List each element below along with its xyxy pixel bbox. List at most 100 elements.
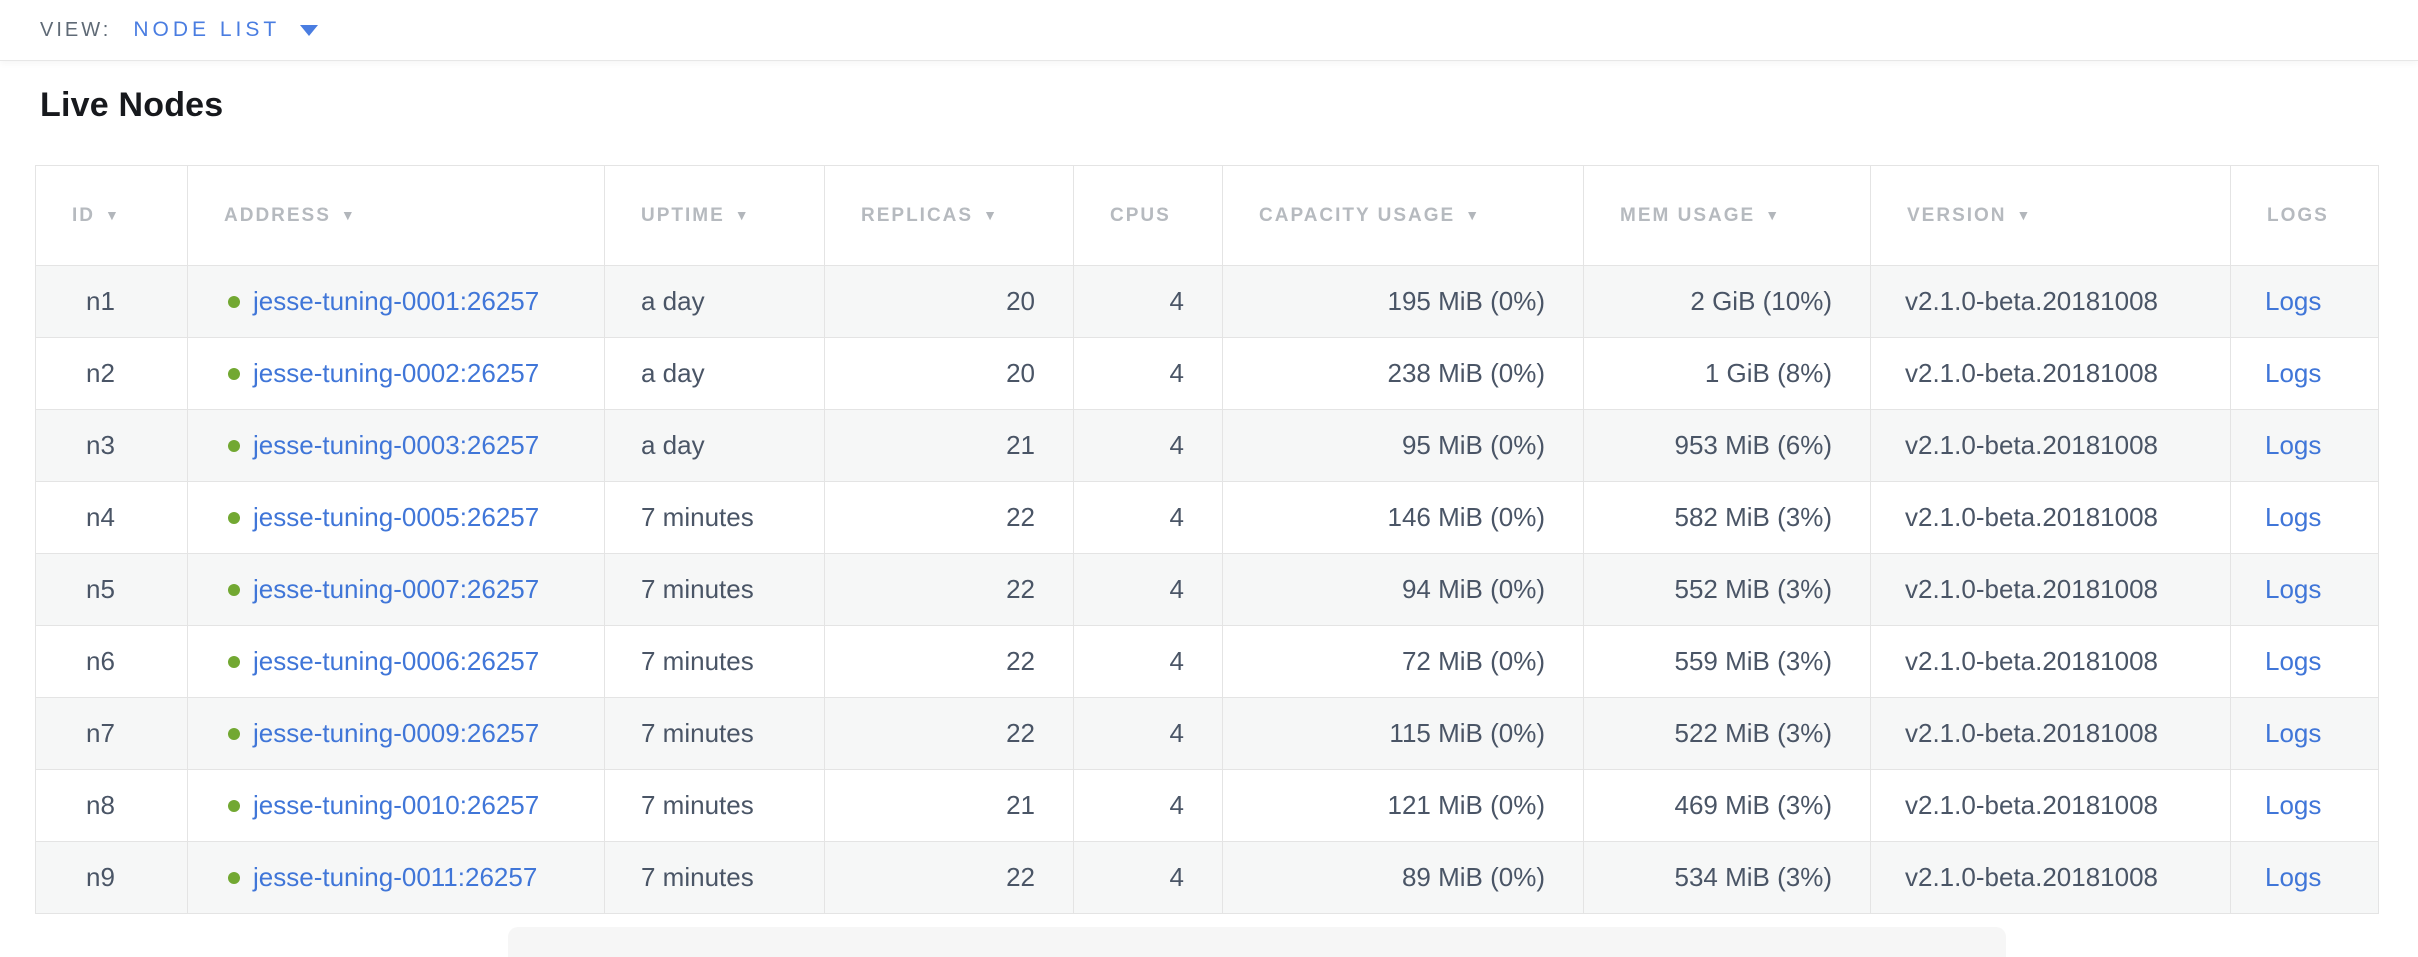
logs-link[interactable]: Logs [2265, 286, 2322, 316]
cell-text: n1 [86, 286, 115, 316]
table-row: n5 jesse-tuning-0007:26257 7 minutes 22 4 94 … [35, 553, 2379, 626]
column-header-address[interactable]: ADDRESS ▼ [187, 165, 605, 266]
column-header-label: UPTIME [641, 204, 725, 226]
node-live-status-icon [228, 728, 240, 740]
cell-capacity: 238 MiB (0%) [1222, 337, 1584, 410]
cell-text: 7 minutes [641, 862, 754, 892]
cell-logs: Logs [2230, 553, 2379, 626]
node-address-link[interactable]: jesse-tuning-0002:26257 [253, 358, 540, 388]
column-header-version[interactable]: VERSION ▼ [1870, 165, 2231, 266]
cell-mem: 552 MiB (3%) [1583, 553, 1871, 626]
node-address-link[interactable]: jesse-tuning-0011:26257 [253, 862, 538, 892]
view-selector-dropdown[interactable]: NODE LIST [133, 18, 319, 42]
page-title: Live Nodes [40, 86, 224, 124]
cell-uptime: a day [604, 409, 825, 482]
node-address-link[interactable]: jesse-tuning-0003:26257 [253, 430, 540, 460]
logs-link[interactable]: Logs [2265, 790, 2322, 820]
cell-text: 953 MiB (6%) [1674, 430, 1833, 460]
column-header-uptime[interactable]: UPTIME ▼ [604, 165, 825, 266]
cell-uptime: 7 minutes [604, 625, 825, 698]
table-row: n4 jesse-tuning-0005:26257 7 minutes 22 4 146… [35, 481, 2379, 554]
cell-id: n4 [35, 481, 188, 554]
cell-text: 22 [1006, 574, 1035, 604]
column-header-label: ID [72, 204, 95, 226]
cell-text: 146 MiB (0%) [1387, 502, 1546, 532]
cell-text: 21 [1006, 430, 1035, 460]
cell-text: 552 MiB (3%) [1674, 574, 1833, 604]
table-row: n9 jesse-tuning-0011:26257 7 minutes 22 4 89 … [35, 841, 2379, 914]
column-header-label: MEM USAGE [1620, 204, 1756, 226]
cell-version: v2.1.0-beta.20181008 [1870, 553, 2231, 626]
cell-version: v2.1.0-beta.20181008 [1870, 481, 2231, 554]
cell-id: n8 [35, 769, 188, 842]
logs-link[interactable]: Logs [2265, 574, 2322, 604]
cell-uptime: 7 minutes [604, 697, 825, 770]
table-row: n1 jesse-tuning-0001:26257 a day 20 4 195 MiB… [35, 265, 2379, 338]
cell-text: 7 minutes [641, 718, 754, 748]
node-live-status-icon [228, 872, 240, 884]
cell-logs: Logs [2230, 265, 2379, 338]
cell-mem: 522 MiB (3%) [1583, 697, 1871, 770]
table-row: n7 jesse-tuning-0009:26257 7 minutes 22 4 115… [35, 697, 2379, 770]
logs-link[interactable]: Logs [2265, 862, 2322, 892]
cell-logs: Logs [2230, 409, 2379, 482]
chevron-down-icon [300, 24, 319, 36]
cell-mem: 469 MiB (3%) [1583, 769, 1871, 842]
logs-link[interactable]: Logs [2265, 646, 2322, 676]
sort-desc-icon: ▼ [340, 206, 357, 223]
cell-text: 22 [1006, 646, 1035, 676]
cell-text: a day [641, 358, 705, 388]
cell-text: 195 MiB (0%) [1387, 286, 1546, 316]
cell-text: 4 [1169, 502, 1184, 532]
column-header-id[interactable]: ID ▼ [35, 165, 188, 266]
cell-version: v2.1.0-beta.20181008 [1870, 697, 2231, 770]
logs-link[interactable]: Logs [2265, 358, 2322, 388]
node-address-link[interactable]: jesse-tuning-0006:26257 [253, 646, 540, 676]
cell-replicas: 22 [824, 697, 1074, 770]
column-header-capacity-usage[interactable]: CAPACITY USAGE ▼ [1222, 165, 1584, 266]
node-address-link[interactable]: jesse-tuning-0009:26257 [253, 718, 540, 748]
cell-text: n7 [86, 718, 115, 748]
cell-address: jesse-tuning-0005:26257 [187, 481, 605, 554]
cell-capacity: 95 MiB (0%) [1222, 409, 1584, 482]
cell-cpus: 4 [1073, 553, 1223, 626]
cell-text: 95 MiB (0%) [1401, 430, 1545, 460]
cell-text: 7 minutes [641, 502, 754, 532]
cell-text: 582 MiB (3%) [1674, 502, 1833, 532]
cell-text: 2 GiB (10%) [1690, 286, 1832, 316]
cell-address: jesse-tuning-0010:26257 [187, 769, 605, 842]
node-address-link[interactable]: jesse-tuning-0010:26257 [253, 790, 540, 820]
column-header-mem-usage[interactable]: MEM USAGE ▼ [1583, 165, 1871, 266]
column-header-label: VERSION [1907, 204, 2007, 226]
view-bar: VIEW: NODE LIST [0, 0, 2418, 61]
cell-text: 22 [1006, 862, 1035, 892]
sort-desc-icon: ▼ [105, 206, 121, 223]
cell-text: 534 MiB (3%) [1674, 862, 1833, 892]
column-header-replicas[interactable]: REPLICAS ▼ [824, 165, 1074, 266]
cell-cpus: 4 [1073, 409, 1223, 482]
cell-text: 4 [1169, 790, 1184, 820]
cell-text: v2.1.0-beta.20181008 [1905, 574, 2158, 604]
cell-text: 22 [1006, 718, 1035, 748]
sort-desc-icon: ▼ [734, 206, 751, 223]
cell-text: n5 [86, 574, 115, 604]
cell-replicas: 21 [824, 769, 1074, 842]
logs-link[interactable]: Logs [2265, 502, 2322, 532]
logs-link[interactable]: Logs [2265, 430, 2322, 460]
column-header-label: REPLICAS [861, 204, 974, 226]
cell-address: jesse-tuning-0003:26257 [187, 409, 605, 482]
cell-text: 4 [1169, 286, 1184, 316]
cell-text: n4 [86, 502, 115, 532]
column-header-label: ADDRESS [224, 204, 331, 226]
node-address-link[interactable]: jesse-tuning-0005:26257 [253, 502, 540, 532]
column-header-logs: LOGS [2230, 165, 2379, 266]
cell-uptime: 7 minutes [604, 481, 825, 554]
cell-logs: Logs [2230, 625, 2379, 698]
node-address-link[interactable]: jesse-tuning-0001:26257 [253, 286, 540, 316]
cell-text: 1 GiB (8%) [1704, 358, 1832, 388]
node-live-status-icon [228, 584, 240, 596]
cell-text: 121 MiB (0%) [1387, 790, 1546, 820]
logs-link[interactable]: Logs [2265, 718, 2322, 748]
cell-cpus: 4 [1073, 697, 1223, 770]
node-address-link[interactable]: jesse-tuning-0007:26257 [253, 574, 540, 604]
